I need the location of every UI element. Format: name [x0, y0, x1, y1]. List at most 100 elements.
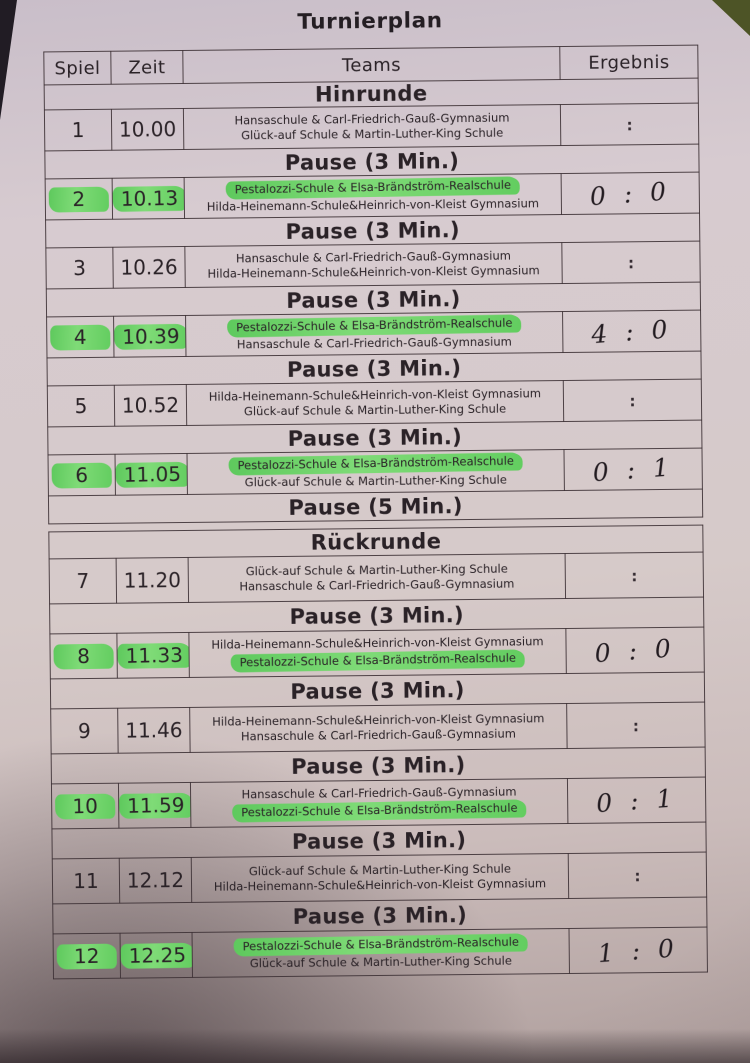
teams-cell: Pestalozzi-Schule & Elsa-Brändström-Real…: [185, 311, 563, 357]
empty-score-colon: :: [626, 115, 633, 134]
game-number: 5: [74, 394, 88, 419]
team-home: Glück-auf Schule & Martin-Luther-King Sc…: [248, 861, 512, 879]
team-away: Pestalozzi-Schule & Elsa-Brändström-Real…: [230, 648, 525, 673]
team-away: Glück-auf Schule & Martin-Luther-King Sc…: [249, 953, 512, 970]
team-away: Glück-auf Schule & Martin-Luther-King Sc…: [241, 125, 504, 143]
handwritten-score: 4 : 0: [590, 313, 674, 349]
game-number-cell: 1: [44, 109, 112, 151]
game-time: 11.33: [117, 642, 190, 669]
empty-score-colon: :: [632, 716, 639, 735]
game-number: 7: [76, 568, 90, 594]
teams-cell: Pestalozzi-Schule & Elsa-Brändström-Real…: [184, 173, 562, 219]
team-away: Hansaschule & Carl-Friedrich-Gauß-Gymnas…: [240, 726, 517, 744]
game-number-cell: 3: [45, 247, 114, 289]
empty-score-colon: :: [627, 253, 635, 272]
game-number-cell: 6: [48, 454, 116, 496]
teams-cell: Hansaschule & Carl-Friedrich-Gauß-Gymnas…: [183, 104, 561, 150]
teams-cell: Hilda-Heinemann-Schule&Heinrich-von-Klei…: [186, 380, 564, 426]
team-home: Glück-auf Schule & Martin-Luther-King Sc…: [245, 561, 508, 579]
team-away-line: Glück-auf Schule & Martin-Luther-King Sc…: [187, 401, 563, 420]
column-header-zeit: Zeit: [110, 50, 184, 85]
schedule-tables: Spiel Zeit Teams Ergebnis Hinrunde 1 10.00 Hans…: [0, 44, 750, 980]
time-cell: 10.13: [112, 177, 185, 220]
time-cell: 10.26: [112, 246, 186, 289]
column-header-spiel: Spiel: [43, 51, 112, 85]
game-row: 6 11.05 Pestalozzi-Schule & Elsa-Brändströ…: [48, 448, 703, 496]
team-away: Hilda-Heinemann-Schule&Heinrich-von-Klei…: [207, 263, 540, 281]
game-row: 1 10.00 Hansaschule & Carl-Friedrich-Gauß-…: [44, 103, 699, 151]
team-home: Hansaschule & Carl-Friedrich-Gauß-Gymnas…: [234, 110, 510, 128]
game-row: 10 11.59 Hansaschule & Carl-Friedrich-Gauß…: [51, 777, 706, 829]
schedule-table-rueckrunde: Rückrunde 7 11.20 Glück-auf Schule & Martin…: [48, 525, 708, 980]
team-away: Hansaschule & Carl-Friedrich-Gauß-Gymnas…: [239, 576, 515, 594]
game-time: 10.00: [118, 117, 177, 142]
result-cell: :: [563, 379, 702, 422]
result-cell: 4 : 0: [562, 310, 701, 353]
handwritten-score: 0 : 1: [591, 451, 675, 487]
game-number: 8: [53, 643, 114, 670]
game-number-cell: 4: [46, 316, 114, 358]
game-time: 10.52: [121, 393, 180, 418]
result-cell: 0 : 1: [567, 777, 706, 824]
column-header-ergebnis: Ergebnis: [559, 45, 699, 80]
game-number: 10: [54, 793, 116, 820]
game-number: 9: [77, 718, 91, 744]
handwritten-score: 0 : 0: [588, 175, 672, 211]
teams-cell: Glück-auf Schule & Martin-Luther-King Sc…: [188, 553, 566, 603]
team-away-line: Hilda-Heinemann-Schule&Heinrich-von-Klei…: [192, 876, 568, 895]
time-cell: 11.59: [118, 782, 191, 829]
pause-label: Pause (5 Min.): [48, 489, 703, 524]
team-away: Hilda-Heinemann-Schule&Heinrich-von-Klei…: [213, 876, 547, 894]
game-number: 12: [56, 943, 117, 970]
game-number: 3: [73, 256, 87, 281]
team-home: Hansaschule & Carl-Friedrich-Gauß-Gymnas…: [241, 784, 517, 802]
page-title: Turnierplan: [297, 8, 443, 35]
game-number-cell: 2: [45, 178, 113, 220]
game-number: 1: [71, 118, 85, 143]
time-cell: 10.39: [113, 315, 186, 358]
game-number-cell: 11: [52, 858, 120, 904]
team-home: Hansaschule & Carl-Friedrich-Gauß-Gymnas…: [235, 248, 512, 266]
game-number: 2: [48, 186, 110, 213]
game-row: 12 12.25 Pestalozzi-Schule & Elsa-Brändstr…: [53, 927, 708, 979]
time-cell: 11.20: [116, 557, 189, 604]
team-away-line: Pestalozzi-Schule & Elsa-Brändström-Real…: [191, 798, 567, 823]
teams-cell: Hilda-Heinemann-Schule&Heinrich-von-Klei…: [188, 628, 567, 678]
tournament-sheet: Turnierplan Spiel Zeit Teams Ergebnis Hinrun…: [0, 8, 750, 980]
game-time: 12.25: [120, 942, 193, 969]
teams-cell: Glück-auf Schule & Martin-Luther-King Sc…: [191, 853, 569, 903]
team-away-line: Hansaschule & Carl-Friedrich-Gauß-Gymnas…: [189, 576, 565, 595]
game-number-cell: 10: [51, 783, 119, 829]
game-time: 10.39: [114, 323, 186, 350]
game-number-cell: 9: [50, 708, 119, 754]
time-cell: 10.52: [114, 384, 187, 427]
game-row: 8 11.33 Hilda-Heinemann-Schule&Heinrich-vo…: [49, 627, 705, 679]
team-away-line: Hilda-Heinemann-Schule&Heinrich-von-Klei…: [186, 263, 562, 282]
handwritten-score: 0 : 0: [593, 632, 677, 668]
game-row: 4 10.39 Pestalozzi-Schule & Elsa-Brändströ…: [46, 310, 701, 358]
result-cell: 0 : 0: [561, 172, 700, 215]
result-cell: 1 : 0: [568, 927, 708, 974]
time-cell: 11.46: [117, 707, 191, 754]
game-row: 9 11.46 Hilda-Heinemann-Schule&Heinrich-vo…: [50, 702, 706, 754]
game-number-cell: 7: [49, 558, 117, 604]
game-time: 11.05: [115, 461, 188, 488]
empty-score-colon: :: [629, 391, 636, 410]
team-away: Pestalozzi-Schule & Elsa-Brändström-Real…: [231, 798, 527, 823]
game-row: 11 12.12 Glück-auf Schule & Martin-Luther-…: [52, 852, 707, 904]
game-number: 11: [73, 868, 99, 894]
game-time: 10.26: [120, 255, 178, 280]
schedule-table-hinrunde: Spiel Zeit Teams Ergebnis Hinrunde 1 10.00 Hans…: [43, 45, 703, 525]
time-cell: 12.25: [120, 932, 193, 979]
game-number: 4: [50, 324, 111, 351]
column-header-teams: Teams: [182, 46, 561, 84]
time-cell: 12.12: [119, 857, 192, 904]
game-time: 11.46: [125, 718, 183, 743]
team-away: Glück-auf Schule & Martin-Luther-King Sc…: [244, 472, 507, 489]
teams-cell: Pestalozzi-Schule & Elsa-Brändström-Real…: [192, 928, 570, 978]
teams-cell: Hansaschule & Carl-Friedrich-Gauß-Gymnas…: [184, 242, 563, 288]
result-cell: :: [561, 241, 701, 284]
time-cell: 10.00: [111, 108, 184, 151]
team-away-line: Hansaschule & Carl-Friedrich-Gauß-Gymnas…: [190, 726, 566, 745]
